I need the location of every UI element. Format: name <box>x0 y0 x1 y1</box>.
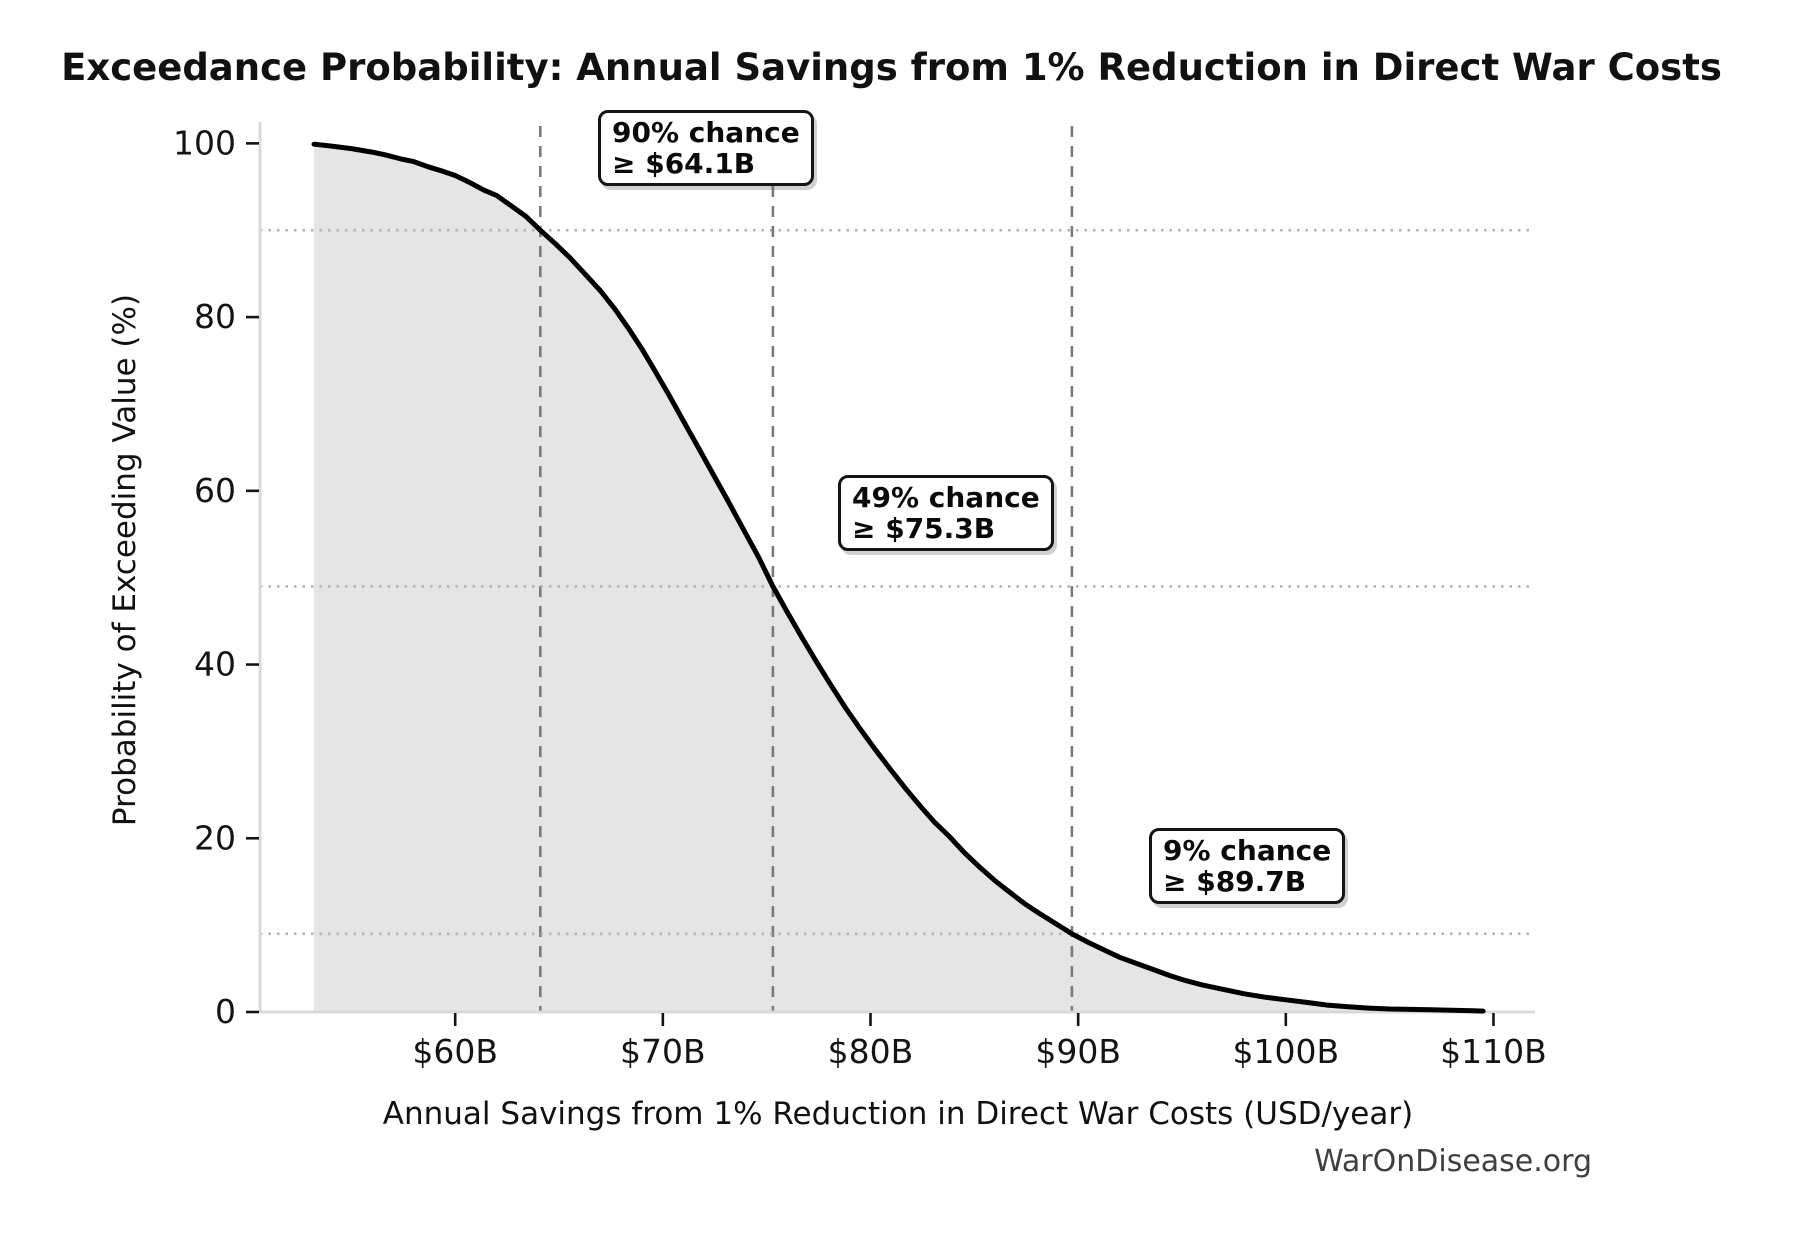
exceedance-curve <box>311 141 1486 1014</box>
annotation-value-label: ≥ $89.7B <box>1163 865 1307 898</box>
annotation-box-90pct: 90% chance ≥ $64.1B <box>598 110 814 186</box>
annotation-probability-label: 90% chance <box>612 116 800 149</box>
y-tick-label-60: 60 <box>194 471 236 510</box>
y-tick-label-100: 100 <box>173 123 236 162</box>
watermark: WarOnDisease.org <box>1314 1144 1592 1179</box>
y-tick-label-0: 0 <box>215 992 236 1031</box>
x-tick-label-100: $100B <box>1233 1032 1340 1071</box>
y-tick-label-20: 20 <box>194 818 236 857</box>
x-tick-label-90: $90B <box>1035 1032 1121 1071</box>
chart-title: Exceedance Probability: Annual Savings f… <box>61 46 1722 89</box>
annotation-box-9pct: 9% chance ≥ $89.7B <box>1149 828 1346 904</box>
annotation-value-label: ≥ $75.3B <box>852 512 996 545</box>
y-axis-label: Probability of Exceeding Value (%) <box>107 293 143 827</box>
x-tick-label-60: $60B <box>412 1032 498 1071</box>
x-tick-label-110: $110B <box>1440 1032 1547 1071</box>
y-tick-label-40: 40 <box>194 645 236 684</box>
annotation-probability-label: 9% chance <box>1163 834 1332 867</box>
y-tick-label-80: 80 <box>194 297 236 336</box>
annotation-probability-label: 49% chance <box>852 481 1040 514</box>
x-tick-label-80: $80B <box>828 1032 914 1071</box>
annotation-box-49pct: 49% chance ≥ $75.3B <box>838 475 1054 551</box>
area-fill <box>314 144 1484 1012</box>
annotation-value-label: ≥ $64.1B <box>612 147 756 180</box>
x-tick-label-70: $70B <box>620 1032 706 1071</box>
x-axis-label: Annual Savings from 1% Reduction in Dire… <box>382 1096 1414 1132</box>
